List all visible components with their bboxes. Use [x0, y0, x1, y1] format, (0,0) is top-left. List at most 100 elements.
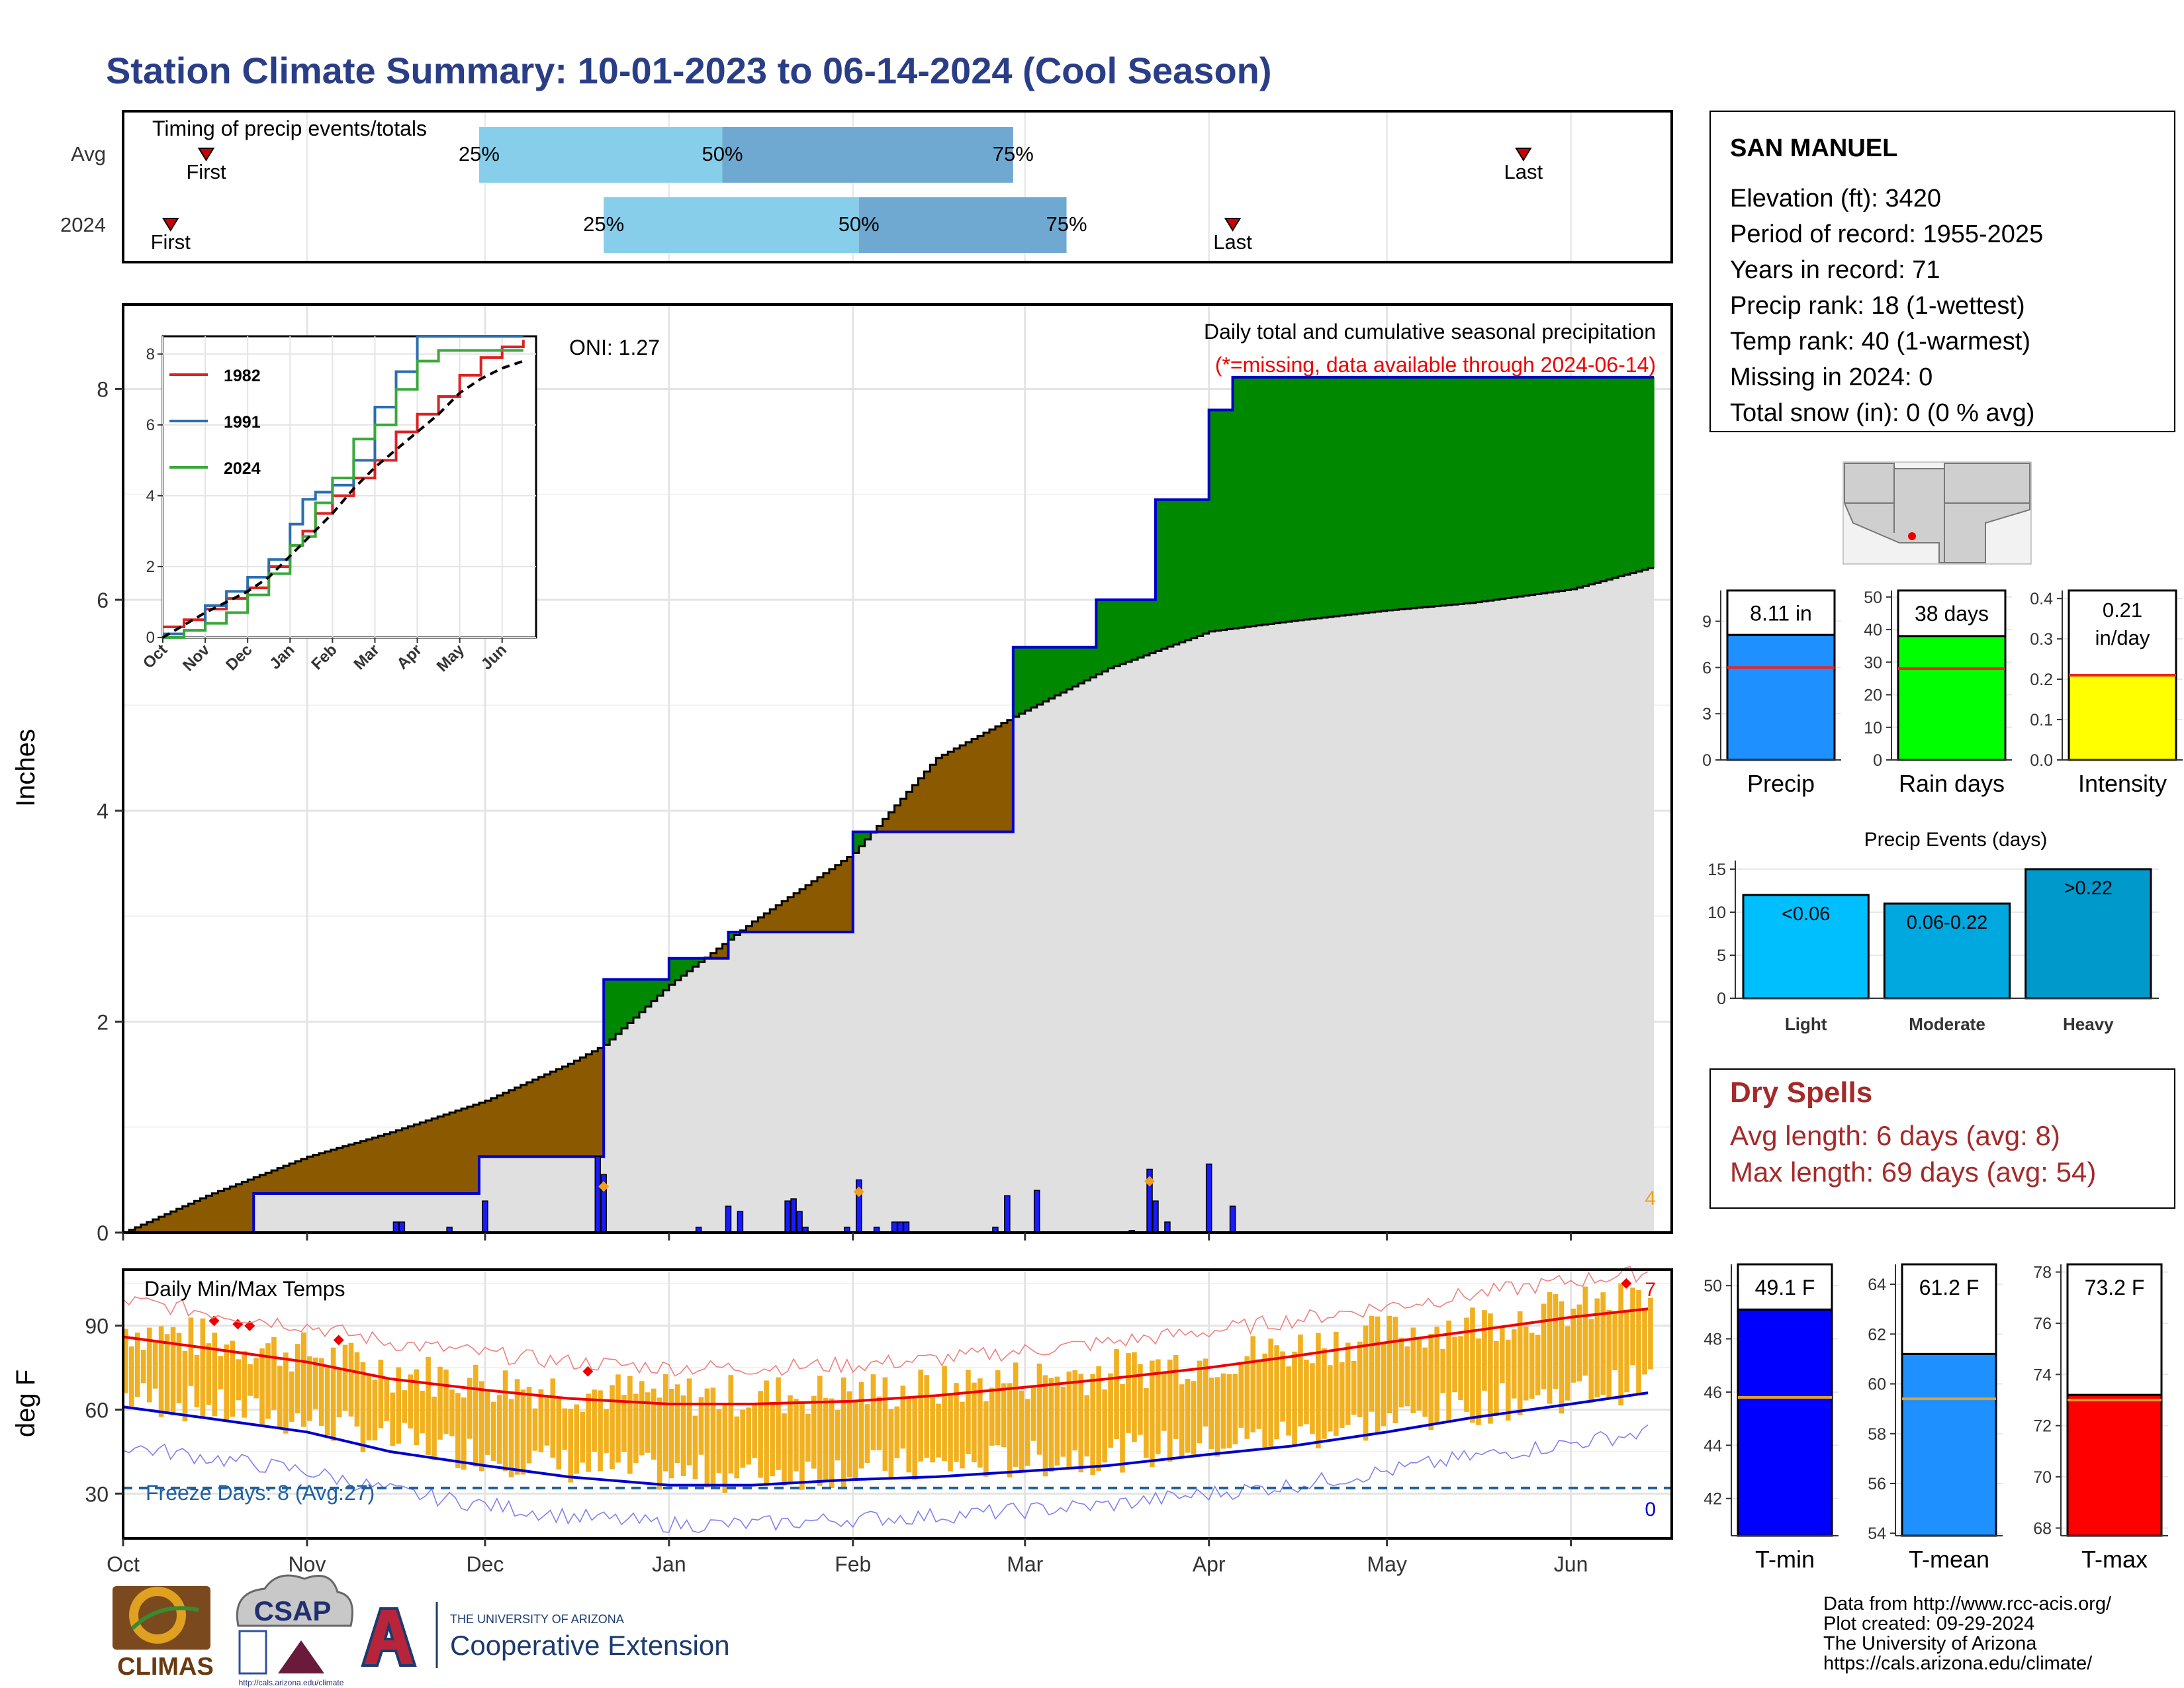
daily-temp-range-bar [1458, 1336, 1463, 1401]
inset-legend-label-2024: 2024 [224, 459, 261, 478]
daily-temp-range-bar [1387, 1315, 1392, 1414]
daily-temp-range-bar [366, 1373, 372, 1440]
wet-anomaly-segment [1048, 647, 1056, 699]
dry-anomaly-segment [265, 1172, 272, 1194]
dry-anomaly-segment [354, 1143, 361, 1194]
wet-anomaly-segment [1019, 647, 1026, 714]
daily-temp-range-bar [1612, 1313, 1617, 1370]
wet-anomaly-segment [1214, 410, 1222, 631]
daily-temp-range-bar [520, 1389, 526, 1475]
dry-anomaly-segment [805, 885, 812, 932]
wet-anomaly-segment [1458, 377, 1465, 604]
timing-2024-last-marker [1224, 218, 1242, 232]
wet-anomaly-segment [1102, 600, 1109, 672]
daily-temp-range-bar [954, 1383, 959, 1462]
daily-temp-range-bar [200, 1318, 206, 1419]
dry-anomaly-segment [823, 872, 830, 932]
daily-temp-range-bar [1007, 1383, 1013, 1477]
avg-cumulative-line [123, 567, 1655, 1234]
daily-temp-range-bar [218, 1356, 224, 1389]
dry-anomaly-segment [592, 1051, 598, 1157]
daily-temp-range-bar [123, 1329, 128, 1393]
daily-temp-range-bar [651, 1388, 657, 1460]
timing-avg-q50-q75-bar [722, 127, 1013, 183]
daily-temp-range-bar [1559, 1301, 1565, 1414]
daily-temp-range-bar [502, 1370, 508, 1472]
wet-anomaly-segment [1191, 499, 1198, 638]
daily-temp-range-bar [384, 1380, 390, 1421]
dry-anomaly-segment [420, 1122, 426, 1194]
dry-anomaly-segment [924, 771, 931, 832]
events-category-heavy: Heavy [2063, 1014, 2114, 1034]
precip-y-tick-label: 4 [97, 800, 109, 823]
dry-anomaly-segment [966, 742, 972, 832]
precip-title: Precip [1747, 770, 1815, 797]
wet-anomaly-segment [1013, 647, 1020, 717]
tmean-y-tick-label: 58 [1868, 1425, 1886, 1444]
daily-temp-range-bar [1363, 1325, 1369, 1441]
intensity-chart: 0.0 0.1 0.2 0.3 0.4 0.21 in/day Intensity [2030, 589, 2183, 797]
wet-anomaly-segment [1488, 377, 1494, 601]
dry-anomaly-segment [437, 1116, 444, 1194]
daily-temp-range-bar [1316, 1333, 1321, 1448]
wet-anomaly-segment [1286, 377, 1293, 622]
daily-temp-range-bar [1096, 1366, 1101, 1472]
tmean-label-box [1901, 1263, 1997, 1355]
daily-temp-range-bar [1345, 1342, 1351, 1425]
daily-temp-range-bar [194, 1354, 200, 1408]
daily-temp-range-bar [698, 1397, 704, 1455]
wet-anomaly-segment [1345, 377, 1352, 615]
timing-avg-q25-q50-bar [478, 127, 723, 183]
daily-temp-range-bar [888, 1409, 894, 1479]
x-tick-label-nov: Nov [288, 1552, 326, 1576]
tmax-value-label: 73.2 F [2085, 1276, 2145, 1299]
record-high-marker [333, 1335, 344, 1346]
tmin-y-tick-label: 42 [1704, 1490, 1722, 1509]
daily-temp-range-bar [627, 1376, 633, 1474]
wet-anomaly-segment [1144, 600, 1150, 655]
daily-temp-range-bar [1167, 1359, 1173, 1462]
daily-temp-range-bar [1624, 1311, 1629, 1393]
daily-temp-range-bar [1642, 1307, 1647, 1375]
dry-anomaly-segment [306, 1156, 314, 1194]
wet-anomaly-segment [1114, 600, 1120, 667]
daily-temp-range-bar [1013, 1362, 1019, 1467]
dry-anomaly-segment [200, 1198, 207, 1233]
wet-anomaly-segment [662, 979, 670, 990]
daily-temp-range-bar [722, 1403, 728, 1493]
daily-temp-range-bar [1333, 1331, 1339, 1436]
wet-anomaly-segment [1138, 600, 1144, 658]
dry-anomaly-segment [526, 1082, 533, 1157]
daily-temp-range-bar [1126, 1353, 1131, 1433]
daily-temp-range-bar [788, 1395, 793, 1482]
daily-temp-range-bar [164, 1334, 170, 1412]
daily-temp-range-bar [1262, 1353, 1267, 1448]
daily-temp-range-bar [550, 1378, 556, 1458]
temp-y-tick-label: 30 [85, 1482, 109, 1506]
daily-precip-bar [897, 1221, 904, 1233]
dry-anomaly-segment [948, 751, 954, 832]
avg-min-temp-line [122, 1391, 1649, 1487]
daily-temp-range-bar [426, 1356, 431, 1455]
csap-logo: CSAP http://cals.arizona.edu/climate [236, 1574, 353, 1687]
daily-temp-range-bar [995, 1370, 1001, 1446]
daily-temp-range-bar [680, 1395, 686, 1477]
wet-anomaly-segment [1298, 377, 1304, 620]
dry-anomaly-segment [164, 1214, 171, 1233]
inset-legend-label-1991: 1991 [224, 413, 261, 432]
daily-temp-range-bar [330, 1347, 336, 1441]
daily-temp-range-bar [1114, 1349, 1119, 1439]
precip-value-label: 8.11 in [1750, 602, 1812, 626]
tmax-y-tick-label: 70 [2033, 1468, 2052, 1487]
dry-anomaly-segment [432, 1118, 438, 1194]
wet-anomaly-segment [1126, 600, 1132, 662]
wet-anomaly-segment [651, 979, 658, 1002]
wet-anomaly-segment [1244, 377, 1251, 628]
daily-temp-range-bar [633, 1393, 639, 1464]
dry-spells-box: Dry Spells Avg length: 6 days (avg: 8) M… [1709, 1068, 2175, 1209]
daily-precip-bar [796, 1211, 803, 1233]
daily-precip-bar [784, 1200, 791, 1233]
wet-anomaly-segment [1452, 377, 1459, 605]
daily-temp-range-bar [1179, 1384, 1185, 1457]
precip-y-label: Inches [11, 729, 40, 807]
